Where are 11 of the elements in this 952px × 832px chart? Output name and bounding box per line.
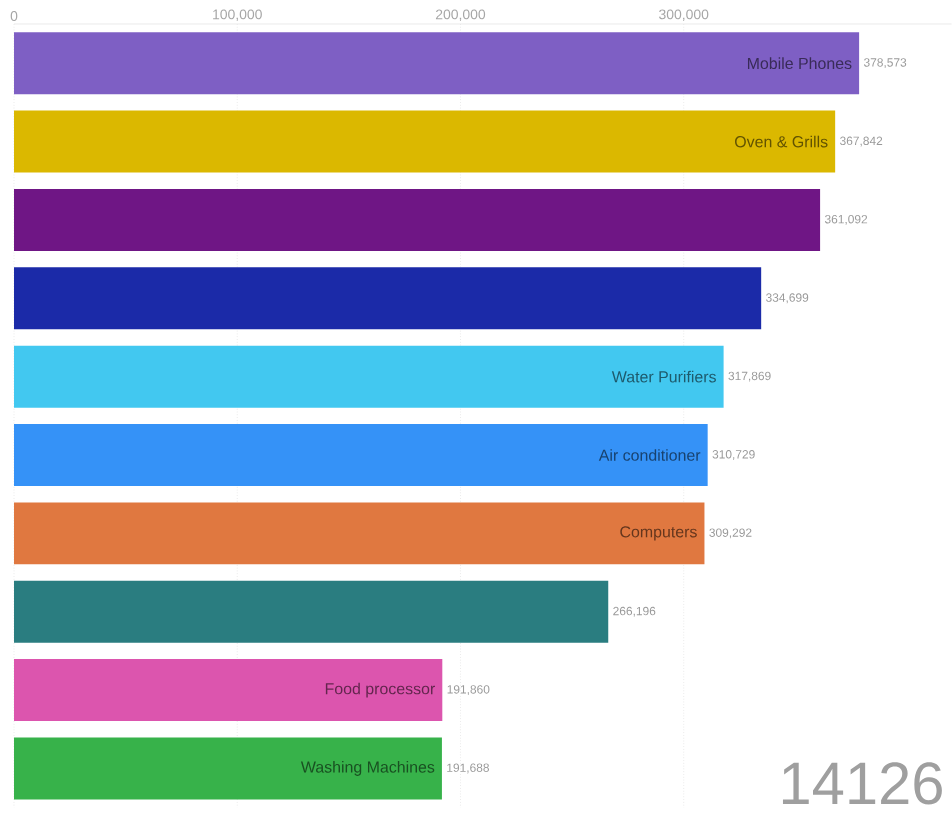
annotation: 14126 [782, 762, 942, 805]
bar [14, 32, 860, 95]
bar [14, 502, 705, 565]
bar [14, 189, 821, 252]
bar [14, 659, 443, 722]
bar [14, 267, 762, 330]
bar [14, 580, 609, 643]
bar [14, 424, 708, 487]
bar [14, 345, 724, 408]
bar [14, 737, 442, 800]
bar [14, 110, 836, 173]
